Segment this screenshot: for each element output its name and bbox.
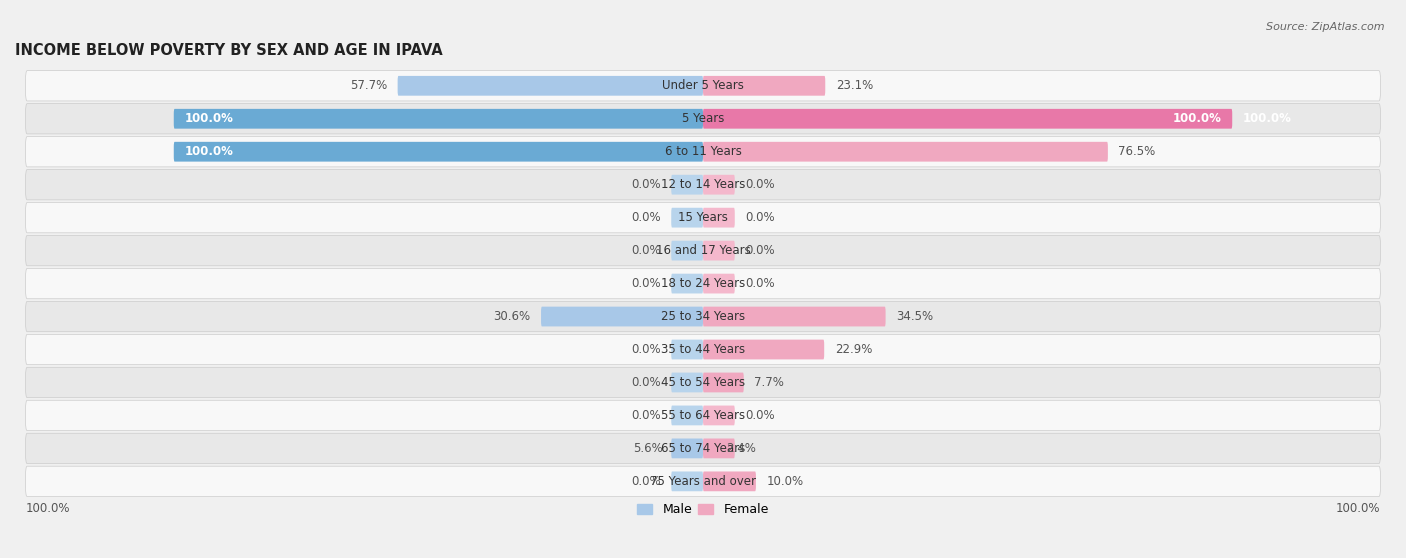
Text: 45 to 54 Years: 45 to 54 Years — [661, 376, 745, 389]
Text: 15 Years: 15 Years — [678, 211, 728, 224]
FancyBboxPatch shape — [671, 439, 703, 458]
FancyBboxPatch shape — [25, 268, 1381, 299]
Text: 0.0%: 0.0% — [631, 178, 661, 191]
FancyBboxPatch shape — [703, 439, 735, 458]
Text: 0.0%: 0.0% — [631, 211, 661, 224]
Text: 22.9%: 22.9% — [835, 343, 872, 356]
Text: 0.0%: 0.0% — [745, 277, 775, 290]
Text: 35 to 44 Years: 35 to 44 Years — [661, 343, 745, 356]
Text: 7.7%: 7.7% — [755, 376, 785, 389]
Text: 100.0%: 100.0% — [1336, 502, 1381, 515]
FancyBboxPatch shape — [703, 76, 825, 95]
Text: INCOME BELOW POVERTY BY SEX AND AGE IN IPAVA: INCOME BELOW POVERTY BY SEX AND AGE IN I… — [15, 43, 443, 58]
Text: 0.0%: 0.0% — [631, 409, 661, 422]
FancyBboxPatch shape — [703, 109, 1232, 129]
Text: 12 to 14 Years: 12 to 14 Years — [661, 178, 745, 191]
FancyBboxPatch shape — [541, 307, 703, 326]
Text: 76.5%: 76.5% — [1118, 145, 1156, 158]
FancyBboxPatch shape — [25, 367, 1381, 398]
Text: 25 to 34 Years: 25 to 34 Years — [661, 310, 745, 323]
Text: 0.0%: 0.0% — [631, 475, 661, 488]
Legend: Male, Female: Male, Female — [633, 498, 773, 521]
FancyBboxPatch shape — [25, 400, 1381, 431]
Text: 34.5%: 34.5% — [896, 310, 934, 323]
Text: 10.0%: 10.0% — [766, 475, 804, 488]
Text: 0.0%: 0.0% — [745, 244, 775, 257]
FancyBboxPatch shape — [398, 76, 703, 95]
Text: 6 to 11 Years: 6 to 11 Years — [665, 145, 741, 158]
FancyBboxPatch shape — [25, 104, 1381, 134]
Text: 16 and 17 Years: 16 and 17 Years — [655, 244, 751, 257]
FancyBboxPatch shape — [703, 307, 886, 326]
FancyBboxPatch shape — [671, 208, 703, 228]
FancyBboxPatch shape — [703, 340, 824, 359]
FancyBboxPatch shape — [671, 340, 703, 359]
FancyBboxPatch shape — [671, 406, 703, 425]
Text: 100.0%: 100.0% — [184, 112, 233, 125]
FancyBboxPatch shape — [25, 71, 1381, 101]
Text: 0.0%: 0.0% — [745, 211, 775, 224]
Text: 18 to 24 Years: 18 to 24 Years — [661, 277, 745, 290]
Text: 0.0%: 0.0% — [631, 244, 661, 257]
Text: 100.0%: 100.0% — [1173, 112, 1222, 125]
FancyBboxPatch shape — [703, 472, 756, 491]
Text: Under 5 Years: Under 5 Years — [662, 79, 744, 92]
FancyBboxPatch shape — [25, 137, 1381, 167]
FancyBboxPatch shape — [25, 433, 1381, 464]
Text: 0.0%: 0.0% — [631, 277, 661, 290]
FancyBboxPatch shape — [25, 466, 1381, 497]
Text: 57.7%: 57.7% — [350, 79, 387, 92]
Text: 0.0%: 0.0% — [745, 178, 775, 191]
FancyBboxPatch shape — [703, 273, 735, 294]
FancyBboxPatch shape — [174, 142, 703, 162]
Text: 0.0%: 0.0% — [631, 343, 661, 356]
Text: 100.0%: 100.0% — [1243, 112, 1292, 125]
FancyBboxPatch shape — [671, 472, 703, 491]
Text: 0.0%: 0.0% — [745, 409, 775, 422]
FancyBboxPatch shape — [25, 203, 1381, 233]
FancyBboxPatch shape — [671, 240, 703, 261]
FancyBboxPatch shape — [174, 109, 703, 129]
Text: 23.1%: 23.1% — [835, 79, 873, 92]
FancyBboxPatch shape — [671, 373, 703, 392]
Text: 65 to 74 Years: 65 to 74 Years — [661, 442, 745, 455]
FancyBboxPatch shape — [703, 240, 735, 261]
Text: 2.4%: 2.4% — [727, 442, 756, 455]
Text: 100.0%: 100.0% — [184, 145, 233, 158]
FancyBboxPatch shape — [25, 170, 1381, 200]
Text: 5 Years: 5 Years — [682, 112, 724, 125]
Text: 100.0%: 100.0% — [25, 502, 70, 515]
Text: 75 Years and over: 75 Years and over — [650, 475, 756, 488]
Text: 5.6%: 5.6% — [633, 442, 662, 455]
FancyBboxPatch shape — [671, 175, 703, 195]
FancyBboxPatch shape — [25, 301, 1381, 331]
FancyBboxPatch shape — [703, 373, 744, 392]
FancyBboxPatch shape — [703, 175, 735, 195]
FancyBboxPatch shape — [671, 273, 703, 294]
FancyBboxPatch shape — [703, 142, 1108, 162]
Text: 30.6%: 30.6% — [494, 310, 530, 323]
Text: 0.0%: 0.0% — [631, 376, 661, 389]
FancyBboxPatch shape — [703, 406, 735, 425]
FancyBboxPatch shape — [25, 235, 1381, 266]
FancyBboxPatch shape — [703, 208, 735, 228]
Text: 55 to 64 Years: 55 to 64 Years — [661, 409, 745, 422]
Text: Source: ZipAtlas.com: Source: ZipAtlas.com — [1267, 22, 1385, 32]
FancyBboxPatch shape — [25, 334, 1381, 365]
